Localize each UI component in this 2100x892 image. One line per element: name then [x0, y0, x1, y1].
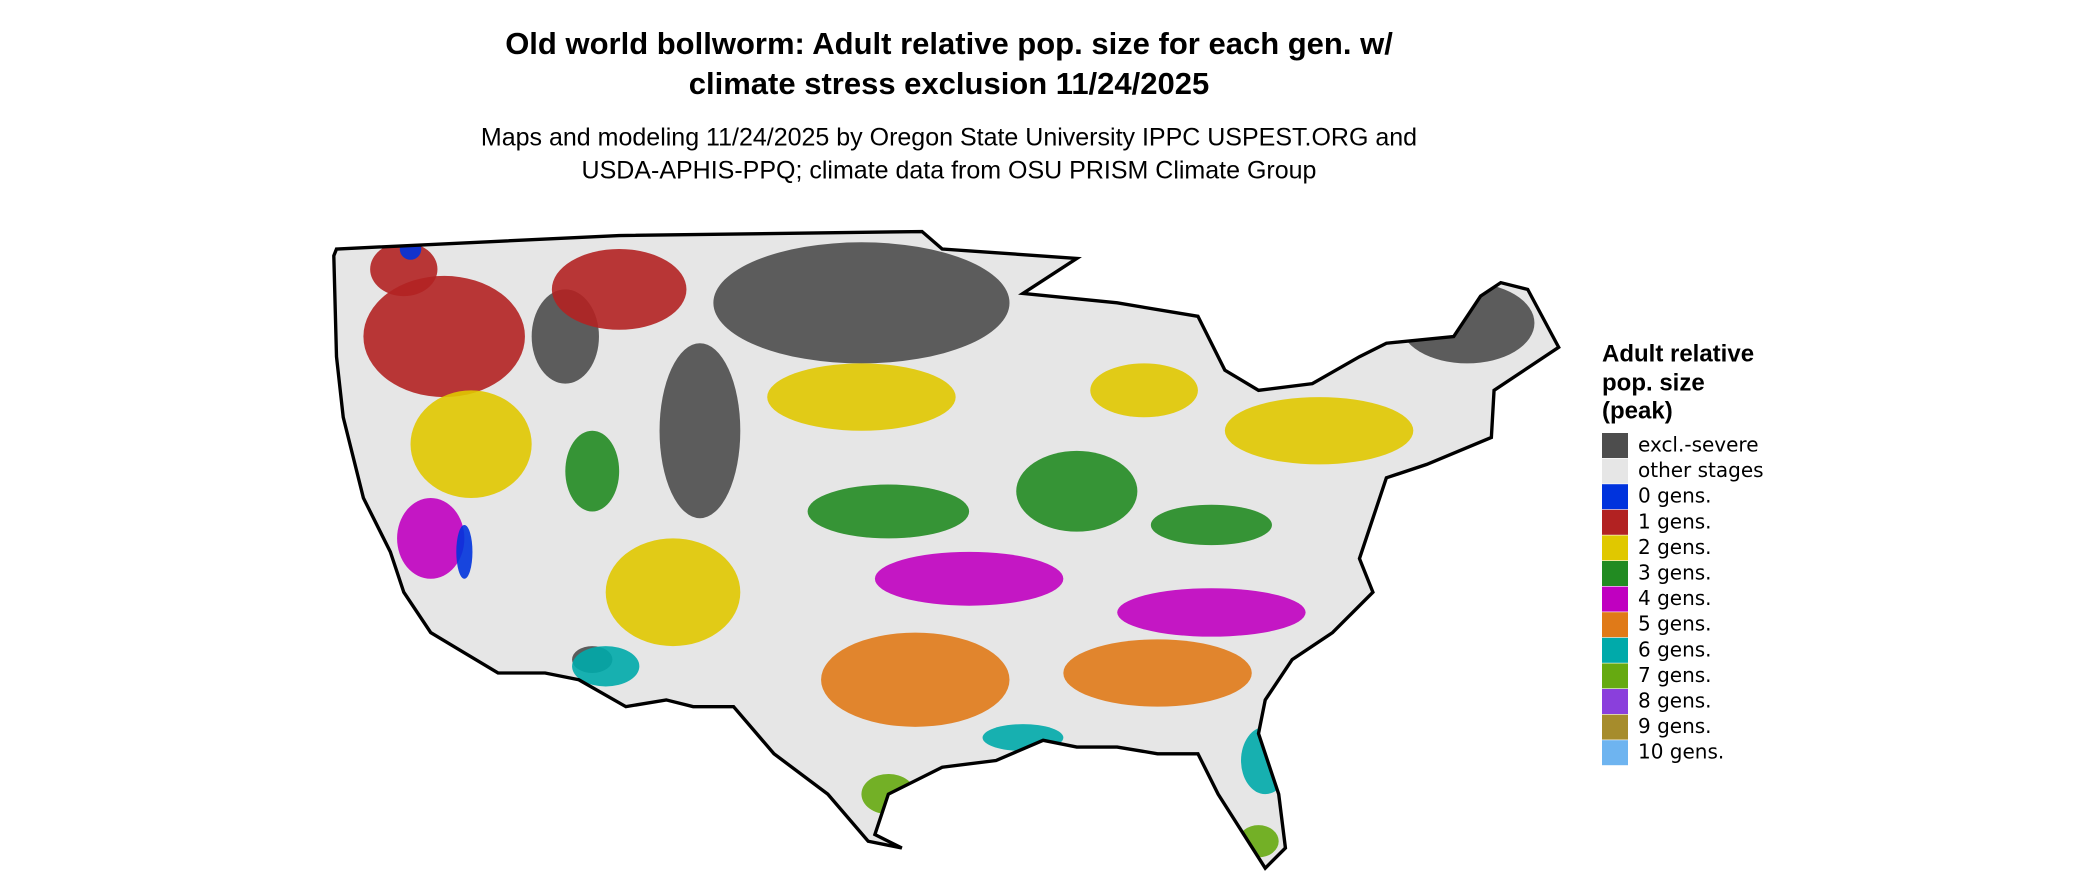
map-region: [821, 632, 1010, 727]
title: climate stress exclusion 11/24/2025: [689, 66, 1209, 101]
map-region: [370, 242, 438, 297]
legend-label: 7 gens.: [1638, 663, 1712, 687]
map-region: [767, 363, 956, 431]
legend-title: Adult relative: [1602, 340, 1754, 367]
legend-swatch: [1602, 663, 1628, 689]
map-region: [807, 484, 970, 539]
map-region: [572, 646, 640, 687]
legend-label: 4 gens.: [1638, 586, 1712, 610]
legend-swatch: [1602, 458, 1628, 484]
legend-label: 5 gens.: [1638, 612, 1712, 636]
legend-swatch: [1602, 535, 1628, 561]
map-region: [399, 238, 422, 260]
legend-swatch: [1602, 612, 1628, 638]
map-region: [363, 275, 525, 398]
legend: Adult relative pop. size (peak) excl.-se…: [1602, 340, 1764, 766]
map-region: [1117, 588, 1306, 637]
map-region: [1150, 504, 1272, 546]
map-region: [1241, 726, 1290, 795]
legend-label: 9 gens.: [1638, 714, 1712, 738]
title: Old world bollworm: Adult relative pop. …: [505, 26, 1393, 61]
map-region: [1016, 450, 1138, 532]
map-region: [659, 343, 741, 519]
legend-swatch: [1602, 740, 1628, 766]
map-region: [713, 242, 1010, 364]
legend-label: 1 gens.: [1638, 509, 1712, 533]
map: [332, 229, 1561, 870]
legend-label: excl.-severe: [1638, 433, 1759, 457]
legend-swatch: [1602, 689, 1628, 714]
map-region: [551, 249, 687, 330]
legend-label: other stages: [1638, 458, 1764, 482]
map-region: [410, 390, 532, 499]
map-region: [605, 538, 741, 647]
map-region: [1224, 397, 1414, 465]
legend-title: (peak): [1602, 397, 1673, 424]
legend-label: 6 gens.: [1638, 637, 1712, 661]
subtitle: Maps and modeling 11/24/2025 by Oregon S…: [481, 124, 1417, 152]
map-region: [1090, 363, 1198, 418]
map-region: [1238, 825, 1279, 858]
legend-swatch: [1602, 714, 1628, 740]
map-region: [397, 498, 465, 579]
legend-swatch: [1602, 637, 1628, 663]
legend-label: 10 gens.: [1638, 740, 1724, 764]
legend-swatch: [1602, 586, 1628, 612]
legend-swatch: [1602, 509, 1628, 535]
legend-label: 2 gens.: [1638, 535, 1712, 559]
legend-label: 0 gens.: [1638, 484, 1712, 508]
legend-swatch: [1602, 484, 1628, 510]
map-region: [874, 551, 1064, 606]
legend-swatch: [1602, 561, 1628, 586]
map-region: [456, 524, 473, 579]
legend-label: 8 gens.: [1638, 689, 1712, 713]
map-region: [1399, 282, 1535, 364]
map-region: [565, 430, 620, 512]
map-regions: [333, 231, 1559, 869]
subtitle: USDA-APHIS-PPQ; climate data from OSU PR…: [582, 157, 1317, 185]
legend-title: pop. size: [1602, 369, 1705, 396]
map-region: [982, 724, 1064, 752]
legend-label: 3 gens.: [1638, 561, 1712, 585]
map-region: [1063, 639, 1252, 707]
legend-swatch: [1602, 433, 1628, 458]
